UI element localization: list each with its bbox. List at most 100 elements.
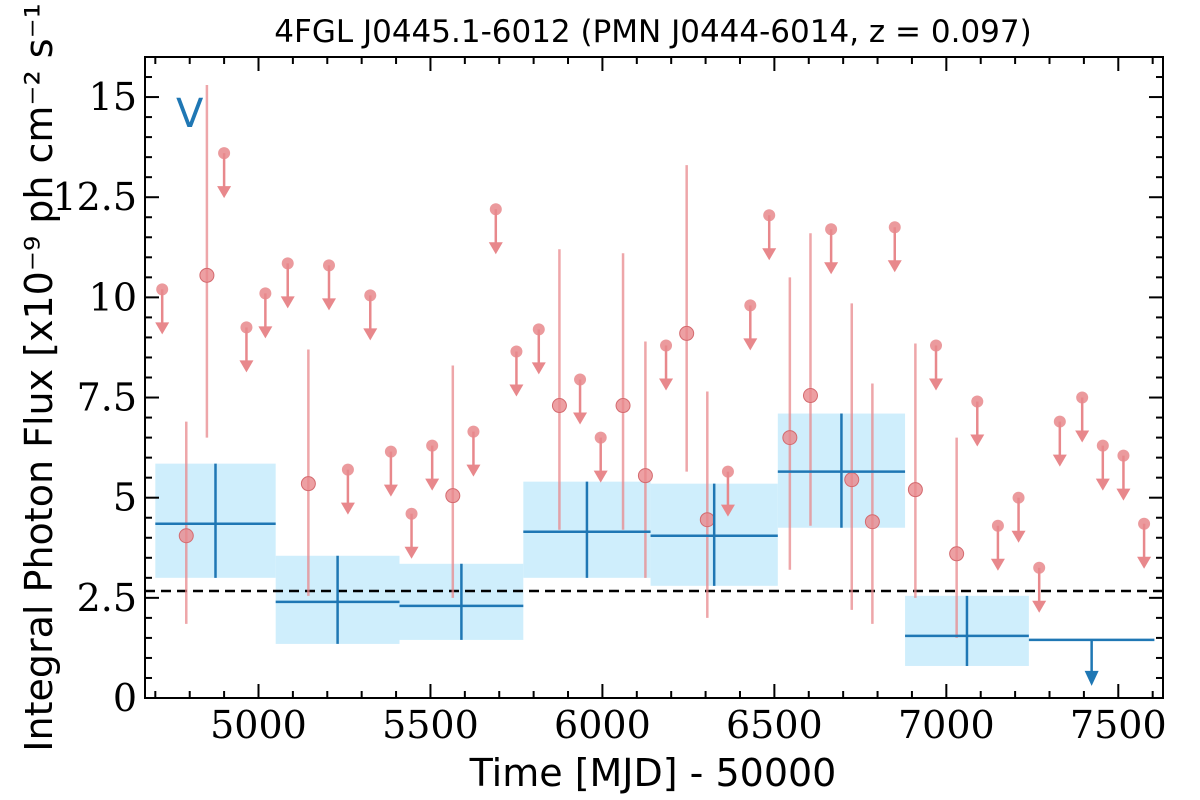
upper-limit-point [660, 339, 673, 352]
upper-limit-point [991, 519, 1004, 532]
axis-ticks [145, 57, 1163, 699]
x-tick-label: 7000 [898, 703, 995, 747]
upper-limit-arrowhead [280, 296, 295, 309]
upper-limit-arrowhead [929, 378, 944, 391]
variability-marker: V [176, 91, 204, 137]
upper-limit-arrowhead [824, 262, 839, 275]
upper-limit-arrowhead [239, 360, 254, 373]
upper-limit-point [1053, 415, 1066, 428]
detection-point [699, 512, 715, 528]
upper-limit-arrowhead [573, 412, 588, 425]
upper-limit-point [510, 345, 523, 358]
chart-title: 4FGL J0445.1-6012 (PMN J0444-6014, z = 0… [274, 14, 1031, 50]
upper-limit-arrowhead [743, 338, 758, 351]
upper-limit-point [763, 209, 776, 222]
upper-limit-point [1012, 491, 1025, 504]
y-tick-label: 5 [113, 476, 137, 520]
y-tick-labels: 0 2.5 5 7.5 10 12.5 15 [52, 75, 137, 720]
detection-point [844, 472, 860, 488]
detection-point [864, 514, 880, 530]
upper-limit-arrowhead [970, 434, 985, 447]
detection-point [199, 267, 215, 283]
upper-limit-arrowhead [217, 186, 232, 199]
upper-limit-point [489, 203, 502, 216]
upper-limit-point [426, 439, 439, 452]
upper-limit-arrowhead [990, 558, 1005, 571]
upper-limit-arrowhead [762, 248, 777, 261]
upper-limit-arrowhead [404, 546, 419, 559]
x-tick-label: 5000 [210, 703, 307, 747]
annotation-layer: V [176, 91, 204, 137]
upper-limit-arrowhead [425, 478, 440, 491]
upper-limit-point [364, 289, 377, 302]
upper-limit-arrowhead [321, 298, 336, 311]
y-tick-label: 10 [89, 275, 137, 319]
detection-point [445, 488, 461, 504]
upper-limit-point [1138, 517, 1151, 530]
long-bin-error-bands [155, 413, 1029, 666]
upper-limit-point [1096, 439, 1109, 452]
detection-point [637, 468, 653, 484]
y-tick-label: 7.5 [77, 376, 137, 420]
x-tick-label: 7500 [1070, 703, 1167, 747]
upper-limit-point [532, 323, 545, 336]
upper-limit-arrowhead [466, 464, 481, 477]
upper-limit-point [240, 321, 253, 334]
detection-point [782, 430, 798, 446]
upper-limit-arrowhead [593, 470, 608, 483]
long-bin-upper-limit-arrowhead [1084, 670, 1099, 686]
detection-point [300, 476, 316, 492]
upper-limit-point [384, 445, 397, 458]
upper-limit-arrowhead [1075, 430, 1090, 443]
upper-limit-arrowhead [155, 322, 170, 335]
upper-limit-point [322, 259, 335, 272]
upper-limit-arrowhead [1052, 454, 1067, 467]
upper-limit-point [341, 463, 354, 476]
y-tick-label: 12.5 [52, 175, 137, 219]
upper-limit-arrowhead [340, 502, 355, 515]
detection-point [802, 388, 818, 404]
upper-limit-point [1033, 561, 1046, 574]
upper-limit-point [971, 395, 984, 408]
detection-point [949, 546, 965, 562]
upper-limit-arrowhead [887, 260, 902, 273]
upper-limit-point [467, 425, 480, 438]
upper-limit-arrowhead [488, 242, 503, 255]
upper-limit-point [218, 147, 231, 160]
upper-limit-arrowhead [1137, 556, 1152, 569]
upper-limit-point [574, 373, 587, 386]
upper-limit-arrowhead [363, 328, 378, 341]
upper-limit-point [888, 221, 901, 234]
upper-limit-point [405, 507, 418, 520]
upper-limit-arrowhead [509, 384, 524, 397]
x-tick-labels: 5000 5500 6000 6500 7000 7500 [210, 703, 1167, 747]
x-axis-label: Time [MJD] - 50000 [469, 751, 837, 795]
upper-limit-point [721, 465, 734, 478]
x-tick-label: 6000 [554, 703, 651, 747]
upper-limit-arrowhead [258, 326, 273, 339]
upper-limit-arrowhead [1011, 530, 1026, 543]
detection-point [178, 528, 194, 544]
upper-limit-point [259, 287, 272, 300]
x-tick-label: 6500 [726, 703, 823, 747]
upper-limit-point [281, 257, 294, 270]
upper-limit-arrowhead [720, 504, 735, 517]
y-tick-label: 15 [89, 75, 137, 119]
y-tick-label: 2.5 [77, 576, 137, 620]
upper-limit-arrowhead [1095, 478, 1110, 491]
detection-point [679, 325, 695, 341]
upper-limit-point [594, 431, 607, 444]
upper-limit-point [825, 223, 838, 236]
upper-limit-arrowhead [531, 362, 546, 375]
y-tick-label: 0 [113, 676, 137, 720]
x-tick-label: 5500 [382, 703, 479, 747]
upper-limit-point [1076, 391, 1089, 404]
upper-limit-arrowhead [659, 378, 674, 391]
upper-limit-point [930, 339, 943, 352]
upper-limit-point [744, 299, 757, 312]
y-axis-label: Integral Photon Flux [x10⁻⁹ ph cm⁻² s⁻¹] [17, 0, 61, 752]
upper-limit-point [156, 283, 169, 296]
short-bin-points [155, 85, 1152, 638]
detection-point [551, 398, 567, 414]
